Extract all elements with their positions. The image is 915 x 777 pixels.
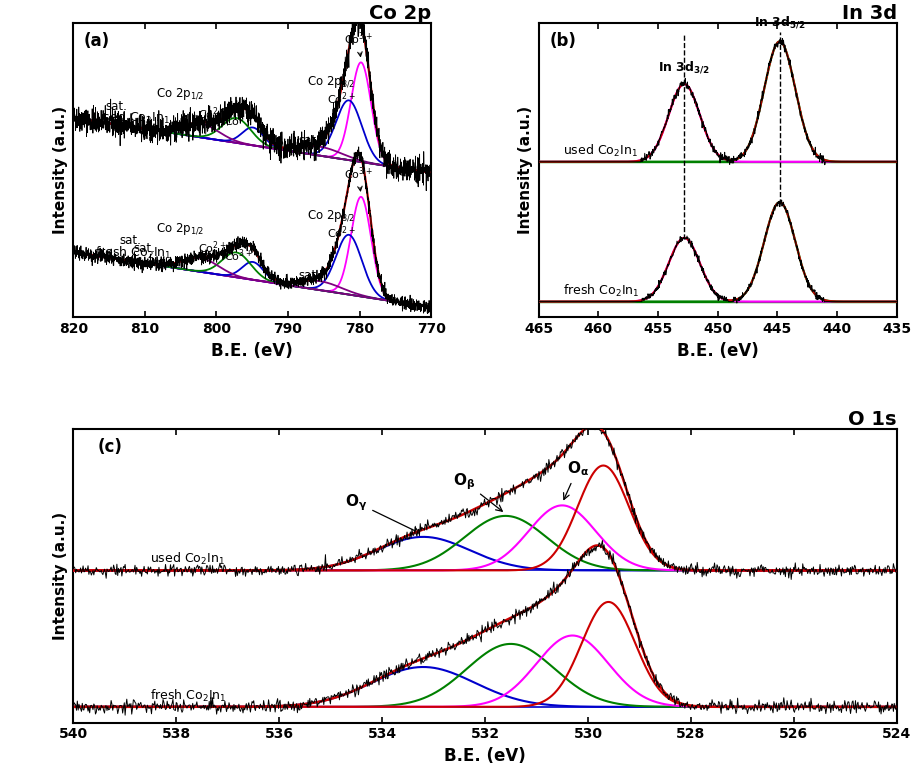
Text: In 3d: In 3d [842,4,897,23]
Text: $O_{\alpha}$: $O_{\alpha}$ [564,459,588,500]
X-axis label: B.E. (eV): B.E. (eV) [211,342,293,360]
X-axis label: B.E. (eV): B.E. (eV) [444,747,526,765]
Text: Co $2p_{1/2}$: Co $2p_{1/2}$ [156,87,205,103]
Text: fresh Co$_2$In$_1$: fresh Co$_2$In$_1$ [150,688,227,704]
Text: Co$^{2+}$: Co$^{2+}$ [199,240,227,256]
Text: Co$^{3+}$: Co$^{3+}$ [344,166,372,191]
Text: Co$^{2+}$: Co$^{2+}$ [328,225,356,241]
Text: Co$^{2+}$: Co$^{2+}$ [199,106,227,122]
Text: Co$^{2+}$: Co$^{2+}$ [328,90,356,106]
Text: (b): (b) [549,32,576,51]
Text: (a): (a) [84,32,110,51]
Text: sat.: sat. [134,242,156,256]
Text: Co $2p_{1/2}$: Co $2p_{1/2}$ [156,221,205,237]
Text: used Co$_2$In$_1$: used Co$_2$In$_1$ [563,143,638,159]
Text: $O_\gamma$: $O_\gamma$ [345,492,419,533]
Text: sat.: sat. [298,269,320,281]
X-axis label: B.E. (eV): B.E. (eV) [677,342,759,360]
Text: sat.: sat. [298,134,320,147]
Y-axis label: Intensity (a.u.): Intensity (a.u.) [518,106,533,235]
Text: fresh Co$_2$In$_1$: fresh Co$_2$In$_1$ [94,245,171,260]
Text: Co $2p_{3/2}$: Co $2p_{3/2}$ [307,74,355,89]
Text: used Co$_2$In$_1$: used Co$_2$In$_1$ [150,551,225,567]
Text: Co $2p_{3/2}$: Co $2p_{3/2}$ [307,208,355,224]
Y-axis label: Intensity (a.u.): Intensity (a.u.) [53,106,68,235]
Text: O 1s: O 1s [848,409,897,429]
Text: Co$^{3+}$: Co$^{3+}$ [223,247,253,263]
Y-axis label: Intensity (a.u.): Intensity (a.u.) [53,511,68,639]
Text: $O_{\beta}$: $O_{\beta}$ [453,471,502,511]
Text: fresh Co$_2$In$_1$: fresh Co$_2$In$_1$ [563,283,639,299]
Text: (c): (c) [98,437,123,455]
Text: In $3d_{5/2}$: In $3d_{5/2}$ [754,14,806,30]
Text: Co$^{3+}$: Co$^{3+}$ [344,31,372,57]
Text: Co 2p: Co 2p [369,4,431,23]
Text: sat.: sat. [105,99,127,113]
Text: Co$^{3+}$: Co$^{3+}$ [223,113,253,129]
Text: sat.: sat. [120,234,142,247]
Text: used Co$_2$In$_1$: used Co$_2$In$_1$ [94,110,169,126]
Text: In $3d_{3/2}$: In $3d_{3/2}$ [658,59,710,75]
